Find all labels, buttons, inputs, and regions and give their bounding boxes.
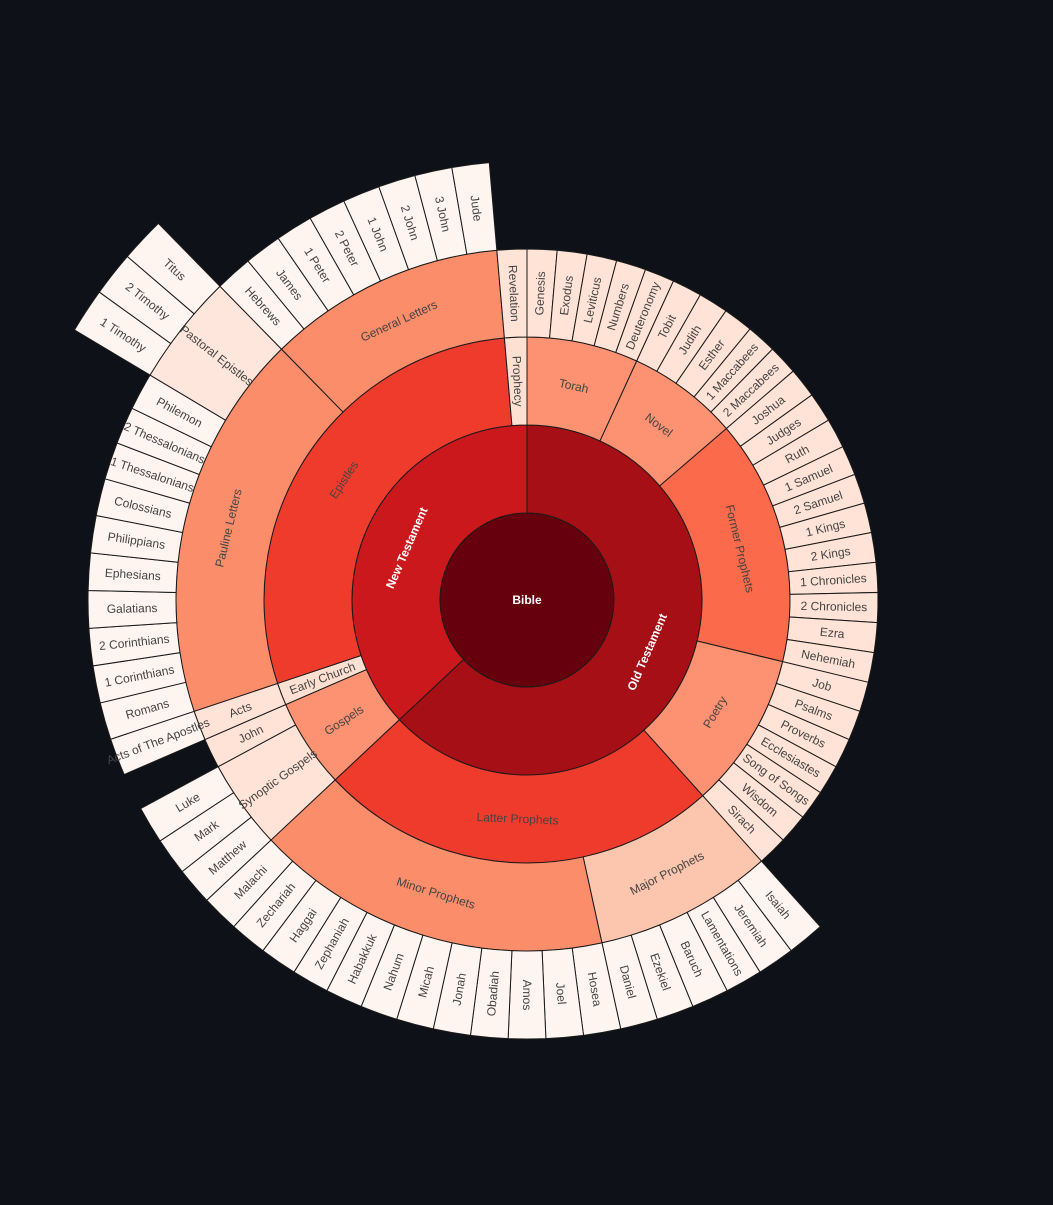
label-ephesians: Ephesians (104, 566, 161, 584)
label-job: Job (811, 675, 834, 694)
label-prophecy: Prophecy (509, 356, 525, 407)
label-jude: Jude (468, 194, 485, 222)
segment-revelation[interactable] (496, 248, 528, 339)
label-ezra: Ezra (819, 625, 845, 642)
label-galatians: Galatians (107, 601, 158, 616)
label-jonah: Jonah (450, 972, 469, 1007)
label-hosea: Hosea (585, 971, 605, 1008)
label-obadiah: Obadiah (484, 970, 502, 1016)
label-2-kings: 2 Kings (810, 544, 852, 564)
label-2-chronicles: 2 Chronicles (800, 599, 867, 614)
label-torah: Torah (558, 376, 590, 396)
label-latter-prophets: Latter Prophets (476, 810, 559, 828)
label-1-chronicles: 1 Chronicles (800, 571, 867, 589)
label-genesis: Genesis (532, 271, 548, 316)
label-bible: Bible (512, 593, 542, 607)
label-amos: Amos (520, 980, 534, 1011)
sunburst-segments (73, 162, 879, 1040)
label-revelation: Revelation (506, 265, 522, 322)
label-joel: Joel (553, 982, 569, 1005)
label-exodus: Exodus (557, 275, 576, 317)
